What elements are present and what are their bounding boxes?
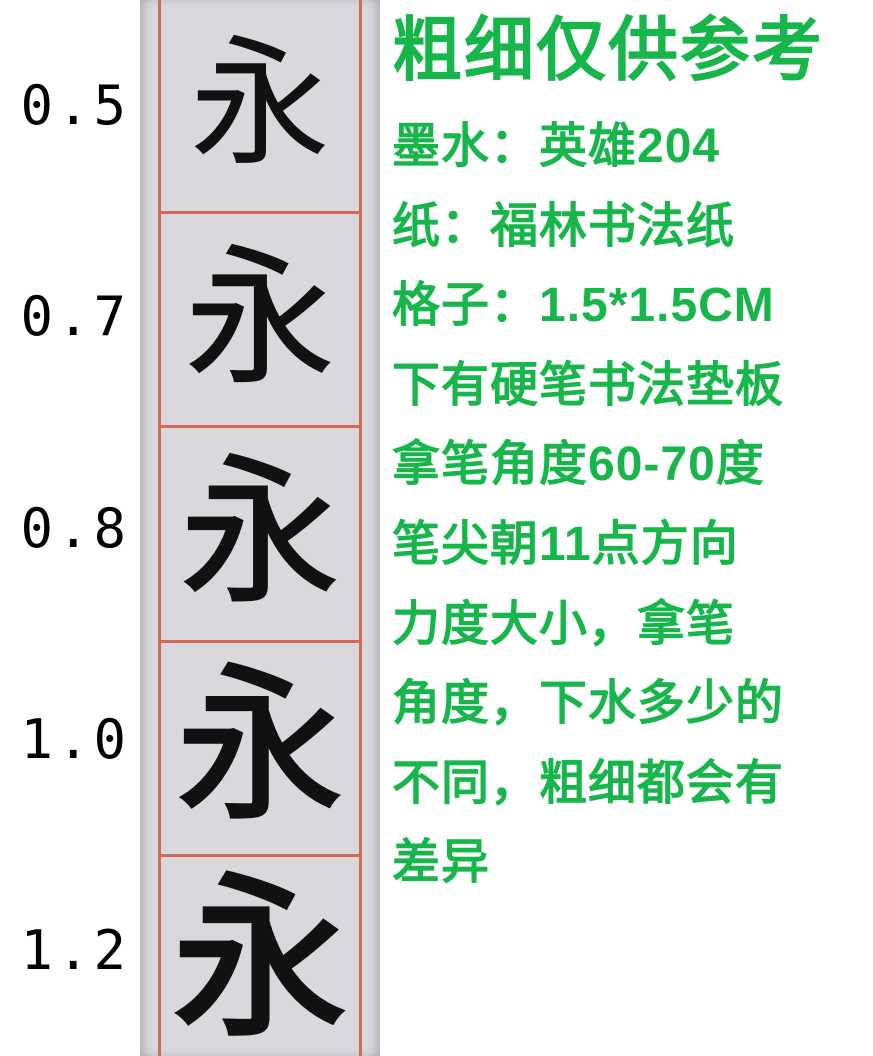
grid-cell: 永 xyxy=(161,428,359,642)
grid-cell: 永 xyxy=(161,0,359,214)
desc-line: 墨水：英雄204 xyxy=(392,118,867,176)
grid-frame: 永 永 永 永 永 xyxy=(158,0,362,1056)
size-labels-column: 0.5 0.7 0.8 1.0 1.2 xyxy=(0,0,140,1056)
size-label: 0.7 xyxy=(0,211,140,422)
desc-line: 下有硬笔书法垫板 xyxy=(392,357,867,415)
desc-line: 角度，下水多少的 xyxy=(392,675,867,733)
size-label: 1.0 xyxy=(0,634,140,845)
size-label: 1.2 xyxy=(0,845,140,1056)
desc-line: 格子：1.5*1.5CM xyxy=(392,277,867,335)
desc-line: 纸：福林书法纸 xyxy=(392,198,867,256)
description-column: 粗细仅供参考 墨水：英雄204 纸：福林书法纸 格子：1.5*1.5CM 下有硬… xyxy=(380,0,873,1056)
grid-cell: 永 xyxy=(161,857,359,1056)
size-label: 0.5 xyxy=(0,0,140,211)
grid-cell: 永 xyxy=(161,214,359,428)
sample-char: 永 xyxy=(180,454,340,614)
desc-line: 拿笔角度60-70度 xyxy=(392,436,867,494)
page-root: 0.5 0.7 0.8 1.0 1.2 永 永 永 永 永 粗细仅供参考 xyxy=(0,0,873,1056)
sample-char: 永 xyxy=(176,664,344,832)
desc-line: 力度大小，拿笔 xyxy=(392,596,867,654)
calligraphy-grid: 永 永 永 永 永 xyxy=(140,0,380,1056)
sample-char: 永 xyxy=(185,245,335,395)
sample-char: 永 xyxy=(190,36,330,176)
desc-title: 粗细仅供参考 xyxy=(392,8,867,92)
desc-line: 差异 xyxy=(392,834,867,892)
desc-line: 笔尖朝11点方向 xyxy=(392,516,867,574)
desc-line: 不同，粗细都会有 xyxy=(392,755,867,813)
grid-cell: 永 xyxy=(161,643,359,857)
size-label: 0.8 xyxy=(0,422,140,633)
sample-char: 永 xyxy=(172,874,348,1050)
